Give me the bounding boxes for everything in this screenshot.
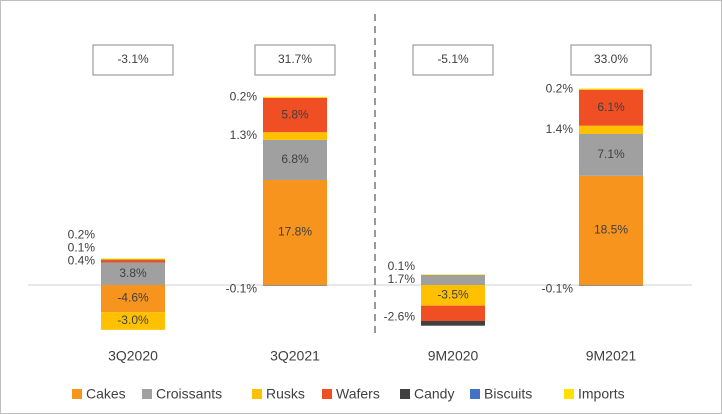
- data-label: 18.5%: [594, 223, 628, 237]
- legend-swatch: [400, 389, 410, 399]
- bar-segment: [421, 274, 485, 285]
- bar-segment: [579, 88, 643, 90]
- bar-segment: [101, 259, 165, 261]
- data-label: 0.1%: [68, 241, 96, 255]
- total-box: [412, 44, 494, 76]
- data-label: 6.1%: [597, 100, 625, 114]
- bar-segment: [579, 125, 643, 134]
- x-tick-label: 3Q2020: [108, 348, 158, 364]
- bar-segment: [263, 96, 327, 98]
- bar-segment: [101, 285, 165, 313]
- total-box: [570, 44, 652, 76]
- data-label: -2.6%: [384, 309, 416, 323]
- legend-swatch: [72, 389, 82, 399]
- legend-label: Biscuits: [484, 386, 532, 402]
- bar-segment: [579, 285, 643, 286]
- data-label: -0.1%: [226, 281, 258, 295]
- bar-segment: [579, 133, 643, 176]
- data-label: 5.8%: [281, 107, 309, 121]
- bar-segment: [101, 258, 165, 260]
- legend-swatch: [252, 389, 262, 399]
- bar-segment: [579, 89, 643, 126]
- bar-segment: [579, 175, 643, 285]
- total-label: -5.1%: [437, 52, 469, 66]
- bar-segment: [421, 274, 485, 275]
- data-label: 0.1%: [388, 259, 416, 273]
- data-label: -4.6%: [117, 291, 149, 305]
- bar-segment: [421, 305, 485, 321]
- bar-segment: [263, 97, 327, 133]
- legend-swatch: [470, 389, 480, 399]
- bar-segment: [101, 260, 165, 263]
- legend-label: Cakes: [86, 386, 126, 402]
- data-label: 1.4%: [546, 122, 574, 136]
- bar-segment: [263, 139, 327, 180]
- data-label: 0.2%: [230, 90, 258, 104]
- legend-label: Imports: [578, 386, 625, 402]
- data-label: 3.8%: [119, 266, 147, 280]
- x-tick-label: 9M2021: [586, 348, 637, 364]
- x-tick-label: 3Q2021: [270, 348, 320, 364]
- bar-segment: [421, 320, 485, 326]
- x-tick-label: 9M2020: [428, 348, 479, 364]
- legend-label: Wafers: [336, 386, 380, 402]
- data-label: 7.1%: [597, 147, 625, 161]
- legend-label: Candy: [414, 386, 454, 402]
- legend-swatch: [142, 389, 152, 399]
- data-label: 0.4%: [68, 254, 96, 268]
- legend-swatch: [322, 389, 332, 399]
- bar-segment: [263, 285, 327, 286]
- bar-segment: [263, 132, 327, 140]
- data-label: 17.8%: [278, 225, 312, 239]
- legend-label: Croissants: [156, 386, 222, 402]
- data-label: 6.8%: [281, 152, 309, 166]
- total-box: [254, 44, 336, 76]
- bar-segment: [263, 179, 327, 285]
- legend-swatch: [564, 389, 574, 399]
- data-label: -0.1%: [542, 281, 574, 295]
- data-label: 0.2%: [546, 81, 574, 95]
- total-label: -3.1%: [117, 52, 149, 66]
- data-label: 1.3%: [230, 128, 258, 142]
- bar-segment: [421, 285, 485, 306]
- data-label: -3.0%: [117, 313, 149, 327]
- data-label: -3.5%: [437, 287, 469, 301]
- total-label: 33.0%: [594, 52, 628, 66]
- legend-label: Rusks: [266, 386, 305, 402]
- data-label: 0.2%: [68, 228, 96, 242]
- bar-segment: [101, 262, 165, 285]
- bar-segment: [101, 312, 165, 330]
- data-label: 1.7%: [388, 272, 416, 286]
- total-label: 31.7%: [278, 52, 312, 66]
- total-box: [92, 44, 174, 76]
